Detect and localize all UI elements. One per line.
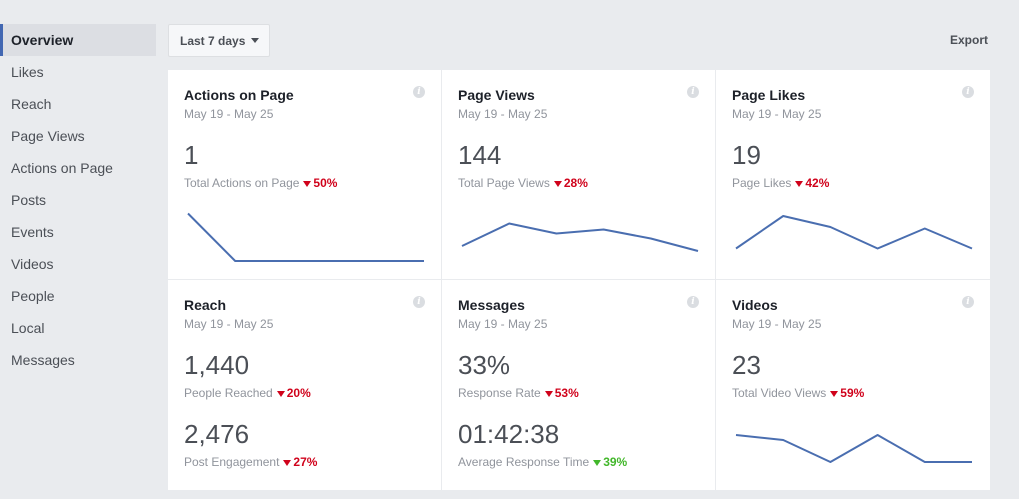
metric-label: Total Video Views 59% [732, 386, 864, 400]
delta-badge: 27% [283, 455, 317, 469]
metric-value: 1 [184, 140, 199, 170]
sidebar-item-likes[interactable]: Likes [11, 64, 44, 80]
sparkline-line [735, 434, 972, 463]
metric-value: 1,440 [184, 350, 250, 380]
sidebar-item-actions-on-page[interactable]: Actions on Page [11, 160, 113, 176]
metric-value: 19 [732, 140, 761, 170]
metric-label-text: Total Video Views [732, 386, 827, 400]
metric-label: Page Likes 42% [732, 176, 829, 190]
card-date-range: May 19 - May 25 [458, 107, 548, 121]
card-title: Reach [184, 297, 227, 313]
info-icon[interactable]: i [413, 296, 425, 308]
delta-badge: 50% [303, 176, 337, 190]
delta-badge: 42% [795, 176, 829, 190]
card-date-range: May 19 - May 25 [732, 317, 822, 331]
metric-value: 144 [458, 140, 502, 170]
delta-badge: 59% [830, 386, 864, 400]
delta-value: 28% [563, 176, 588, 190]
metric-label-text: Post Engagement [184, 455, 280, 469]
sidebar-item-local[interactable]: Local [11, 320, 45, 336]
card-date-range: May 19 - May 25 [458, 317, 548, 331]
metric-label: Response Rate 53% [458, 386, 579, 400]
delta-badge: 28% [553, 176, 588, 190]
sidebar-item-messages[interactable]: Messages [11, 352, 75, 368]
sidebar-item-videos[interactable]: Videos [11, 256, 54, 272]
export-button[interactable]: Export [950, 33, 989, 47]
card-title: Videos [732, 297, 778, 313]
triangle-down-icon [553, 180, 562, 187]
sidebar-item-page-views[interactable]: Page Views [11, 128, 85, 144]
metric-label-text: People Reached [184, 386, 273, 400]
sparkline-line [187, 212, 424, 262]
delta-value: 53% [554, 386, 579, 400]
card-date-range: May 19 - May 25 [184, 107, 274, 121]
metric-label-text: Total Actions on Page [184, 176, 300, 190]
date-range-label: Last 7 days [180, 33, 246, 48]
metric-label: Total Page Views 28% [458, 176, 588, 190]
card-date-range: May 19 - May 25 [184, 317, 274, 331]
delta-value: 59% [840, 386, 865, 400]
metric-label-secondary: Post Engagement 27% [184, 455, 317, 469]
card-title: Page Likes [732, 87, 806, 103]
metric-label-text: Total Page Views [458, 176, 550, 190]
card-page-likes[interactable]: Page Likes May 19 - May 25 i 19 Page Lik… [716, 70, 990, 280]
card-reach[interactable]: Reach May 19 - May 25 i 1,440 People Rea… [168, 280, 442, 490]
info-icon[interactable]: i [413, 86, 425, 98]
info-icon[interactable]: i [687, 296, 699, 308]
sparkline-chart [187, 212, 424, 262]
metric-label-text: Response Rate [458, 386, 541, 400]
sidebar-item-people[interactable]: People [11, 288, 55, 304]
triangle-down-icon [276, 390, 285, 397]
delta-badge: 20% [276, 386, 311, 400]
metric-value: 23 [732, 350, 761, 380]
card-title: Actions on Page [184, 87, 294, 103]
triangle-down-icon [283, 459, 292, 466]
info-icon[interactable]: i [687, 86, 699, 98]
card-page-views[interactable]: Page Views May 19 - May 25 i 144 Total P… [442, 70, 716, 280]
info-icon[interactable]: i [962, 296, 974, 308]
sparkline-line [735, 215, 973, 250]
sidebar-nav: Overview Likes Reach Page Views Actions … [0, 24, 156, 376]
sidebar-item-overview[interactable]: Overview [0, 24, 156, 56]
triangle-down-icon [830, 390, 839, 397]
triangle-down-icon [303, 180, 312, 187]
triangle-down-icon [795, 180, 804, 187]
card-date-range: May 19 - May 25 [732, 107, 822, 121]
metric-label-secondary: Average Response Time 39% [458, 455, 627, 469]
metric-label: Total Actions on Page 50% [184, 176, 337, 190]
date-range-dropdown[interactable]: Last 7 days [168, 24, 270, 57]
delta-value: 42% [805, 176, 830, 190]
triangle-down-icon [544, 390, 553, 397]
insights-grid: Actions on Page May 19 - May 25 i 1 Tota… [168, 70, 990, 490]
metric-value: 33% [458, 350, 511, 380]
info-icon[interactable]: i [962, 86, 974, 98]
card-actions-on-page[interactable]: Actions on Page May 19 - May 25 i 1 Tota… [168, 70, 442, 280]
sparkline-chart [735, 215, 973, 250]
card-messages[interactable]: Messages May 19 - May 25 i 33% Response … [442, 280, 716, 490]
sparkline-chart [735, 434, 972, 463]
delta-value: 39% [603, 455, 628, 469]
card-videos[interactable]: Videos May 19 - May 25 i 23 Total Video … [716, 280, 990, 490]
sparkline-chart [461, 222, 699, 252]
card-title: Page Views [458, 87, 535, 103]
delta-badge: 39% [593, 455, 627, 469]
delta-value: 27% [293, 455, 318, 469]
card-title: Messages [458, 297, 525, 313]
metric-value-secondary: 01:42:38 [458, 419, 560, 449]
delta-value: 20% [286, 386, 311, 400]
delta-value: 50% [313, 176, 338, 190]
metric-value-secondary: 2,476 [184, 419, 250, 449]
sparkline-line [461, 222, 699, 252]
sidebar-item-posts[interactable]: Posts [11, 192, 47, 208]
chevron-down-icon [251, 38, 260, 43]
delta-badge: 53% [544, 386, 579, 400]
metric-label-text: Average Response Time [458, 455, 590, 469]
triangle-down-icon [593, 459, 602, 466]
metric-label-text: Page Likes [732, 176, 792, 190]
sidebar-item-events[interactable]: Events [11, 224, 54, 240]
metric-label: People Reached 20% [184, 386, 311, 400]
sidebar-item-reach[interactable]: Reach [11, 96, 52, 112]
